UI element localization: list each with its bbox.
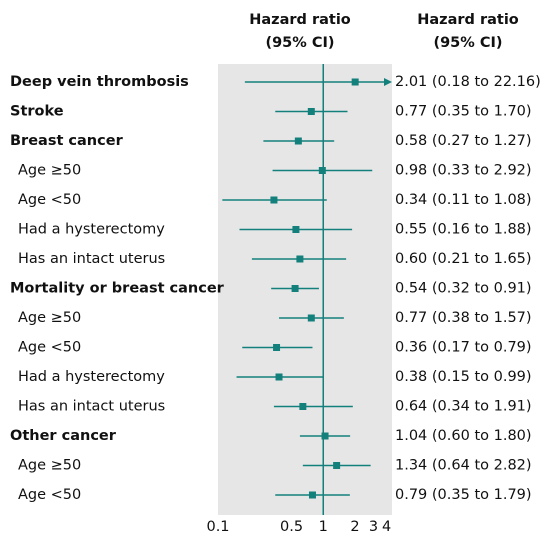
estimate-marker	[275, 373, 283, 381]
row-label: Other cancer	[10, 428, 117, 444]
estimate-marker	[307, 314, 315, 322]
row-label: Had a hysterectomy	[18, 222, 165, 238]
x-tick-label: 0.1	[206, 519, 229, 535]
row-label: Age <50	[18, 340, 81, 356]
value-label: 0.38 (0.15 to 0.99)	[395, 369, 532, 385]
ci-arrow	[384, 78, 392, 86]
x-tick-label: 2	[350, 519, 359, 535]
value-label: 0.36 (0.17 to 0.79)	[395, 340, 532, 356]
value-label: 0.34 (0.11 to 1.08)	[395, 192, 532, 208]
plot-background	[218, 64, 392, 515]
row-label: Had a hysterectomy	[18, 369, 165, 385]
estimate-marker	[351, 78, 359, 86]
value-header: (95% CI)	[433, 35, 502, 51]
value-label: 2.01 (0.18 to 22.16)	[395, 74, 541, 90]
x-tick-label: 1	[319, 519, 328, 535]
row-label: Has an intact uterus	[18, 251, 165, 267]
estimate-marker	[318, 167, 326, 174]
x-tick-label: 4	[382, 519, 391, 535]
value-label: 0.98 (0.33 to 2.92)	[395, 163, 532, 179]
estimate-marker	[333, 462, 341, 469]
estimate-marker	[294, 137, 302, 145]
value-label: 1.34 (0.64 to 2.82)	[395, 458, 532, 474]
plot-header: (95% CI)	[265, 35, 334, 51]
value-label: 1.04 (0.60 to 1.80)	[395, 428, 532, 444]
value-label: 0.58 (0.27 to 1.27)	[395, 133, 532, 149]
estimate-marker	[321, 432, 329, 440]
estimate-marker	[270, 196, 278, 204]
row-label: Age ≥50	[18, 310, 81, 326]
x-tick-label: 3	[369, 519, 378, 535]
row-label: Age ≥50	[18, 163, 81, 179]
row-label: Age ≥50	[18, 458, 81, 474]
estimate-marker	[308, 491, 316, 499]
value-label: 0.79 (0.35 to 1.79)	[395, 487, 532, 503]
estimate-marker	[299, 403, 307, 410]
row-label: Age <50	[18, 192, 81, 208]
row-label: Has an intact uterus	[18, 399, 165, 415]
row-label: Breast cancer	[10, 133, 124, 149]
estimate-marker	[296, 255, 304, 263]
value-label: 0.77 (0.38 to 1.57)	[395, 310, 532, 326]
x-tick-label: 0.5	[280, 519, 303, 535]
value-label: 0.54 (0.32 to 0.91)	[395, 281, 532, 297]
value-header: Hazard ratio	[417, 12, 519, 28]
value-label: 0.60 (0.21 to 1.65)	[395, 251, 532, 267]
value-label: 0.64 (0.34 to 1.91)	[395, 399, 532, 415]
estimate-marker	[307, 108, 315, 115]
estimate-marker	[291, 285, 299, 292]
estimate-marker	[292, 226, 300, 233]
row-label: Age <50	[18, 487, 81, 503]
estimate-marker	[273, 344, 281, 351]
row-label: Mortality or breast cancer	[10, 281, 225, 297]
value-label: 0.55 (0.16 to 1.88)	[395, 222, 532, 238]
value-label: 0.77 (0.35 to 1.70)	[395, 104, 532, 120]
plot-header: Hazard ratio	[249, 12, 351, 28]
row-label: Stroke	[10, 104, 64, 120]
row-label: Deep vein thrombosis	[10, 74, 189, 90]
